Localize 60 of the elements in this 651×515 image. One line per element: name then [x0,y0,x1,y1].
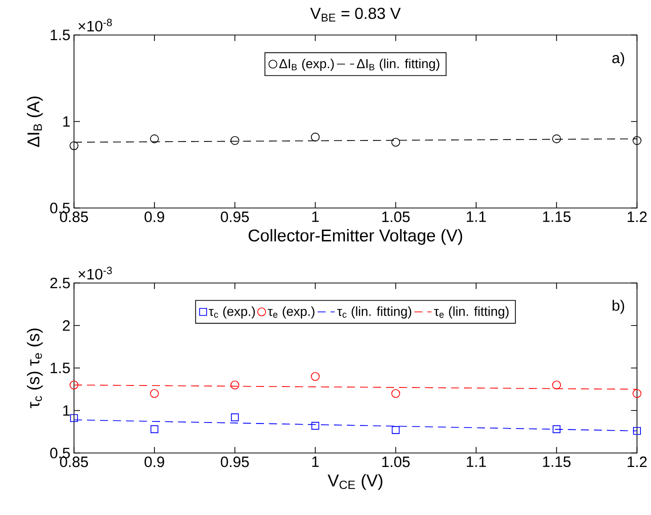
x-tick-label: 0.95 [220,212,249,222]
y-tick-label: 2.5 [50,278,70,288]
point [632,389,642,398]
y-tick-label: 1.5 [50,30,70,40]
x-tick-label: 1.05 [382,456,410,468]
legend-label: τ$_{c}$ (exp.) [208,306,255,319]
legend-label: τ$_{e}$ (lin. fitting) [434,306,509,319]
x-tick-label: 0.9 [144,212,164,222]
legend-label: τ$_{c}$ (lin. fitting) [337,306,412,319]
point [633,427,641,435]
point [552,380,561,390]
y-axis-title: ΔI$_{B}$ (A) [26,96,43,147]
text: ×10$^{-3}$ [78,266,112,280]
y-tick-label: 1 [63,405,70,416]
point [310,132,320,142]
x-tick-label: 0.85 [60,212,88,222]
chart-title: V$_{BE}$ = 0.83 V [310,8,401,22]
point [391,389,400,398]
x-tick-label: 1.1 [466,456,486,467]
x-axis-title: Collector-Emitter Voltage (V) [248,229,462,245]
point [632,136,642,145]
y-tick-label: 2 [62,320,70,331]
point [150,134,159,144]
point [230,413,239,422]
point [70,141,78,150]
point [150,425,158,434]
point [391,138,400,147]
y-tick-label: 0.5 [50,202,70,214]
annotation: b) [612,300,624,314]
y-tick-label: 0.5 [50,448,70,458]
x-tick-label: 1.05 [382,212,410,222]
legend-label: ΔI$_{B}$ (exp.) [279,58,334,71]
point [230,136,240,145]
x-tick-label: 1.1 [466,212,486,222]
text: ×10$^{-8}$ [78,18,112,32]
point [230,380,240,390]
x-tick-label: 1.15 [543,456,571,467]
point [392,426,400,434]
y-tick-label: 1 [63,116,70,127]
x-tick-label: 1.2 [628,212,647,222]
x-tick-label: 1.15 [543,212,571,222]
x-tick-label: 1.2 [628,456,647,468]
point [70,414,78,422]
point [311,422,320,430]
point [552,425,560,434]
x-tick-label: 0.85 [60,456,88,468]
y-tick-label: 1.5 [50,362,70,374]
legend-label: ΔI$_{B}$ (lin. fitting) [356,58,440,71]
x-tick-label: 0.9 [144,456,164,468]
point [150,389,159,398]
annotation: a) [612,52,624,66]
point [310,372,320,381]
y-axis-title: τ$_{c}$ (s) τ$_{e}$ (s) [26,328,43,408]
legend-label: τ$_{e}$ (exp.) [268,306,314,319]
point [552,134,561,144]
x-tick-label: 0.95 [220,456,249,468]
x-tick-label: 1 [312,212,319,222]
point [70,380,78,390]
x-axis-title: V$_{CE}$ (V) [328,474,382,490]
x-tick-label: 1 [312,456,319,467]
